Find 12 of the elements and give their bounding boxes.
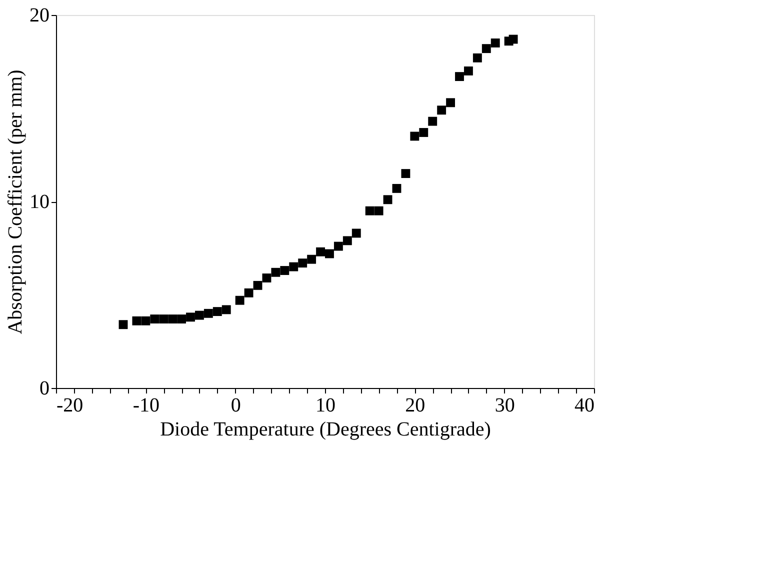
y-axis-title: Absorption Coefficient (per mm) [4, 70, 26, 334]
x-tick-label: 30 [494, 394, 515, 416]
y-tick-label: 0 [40, 378, 50, 400]
x-axis-title: Diode Temperature (Degrees Centigrade) [160, 418, 491, 440]
x-tick-label: -20 [56, 394, 84, 416]
y-tick-label: 10 [30, 191, 50, 213]
x-tick-label: 40 [574, 394, 594, 416]
x-tick-label: 10 [316, 394, 336, 416]
x-tick-label: -10 [132, 394, 160, 416]
x-tick-label: 20 [405, 394, 426, 416]
y-tick-label: 20 [30, 4, 50, 26]
x-tick-label: 0 [230, 394, 241, 416]
